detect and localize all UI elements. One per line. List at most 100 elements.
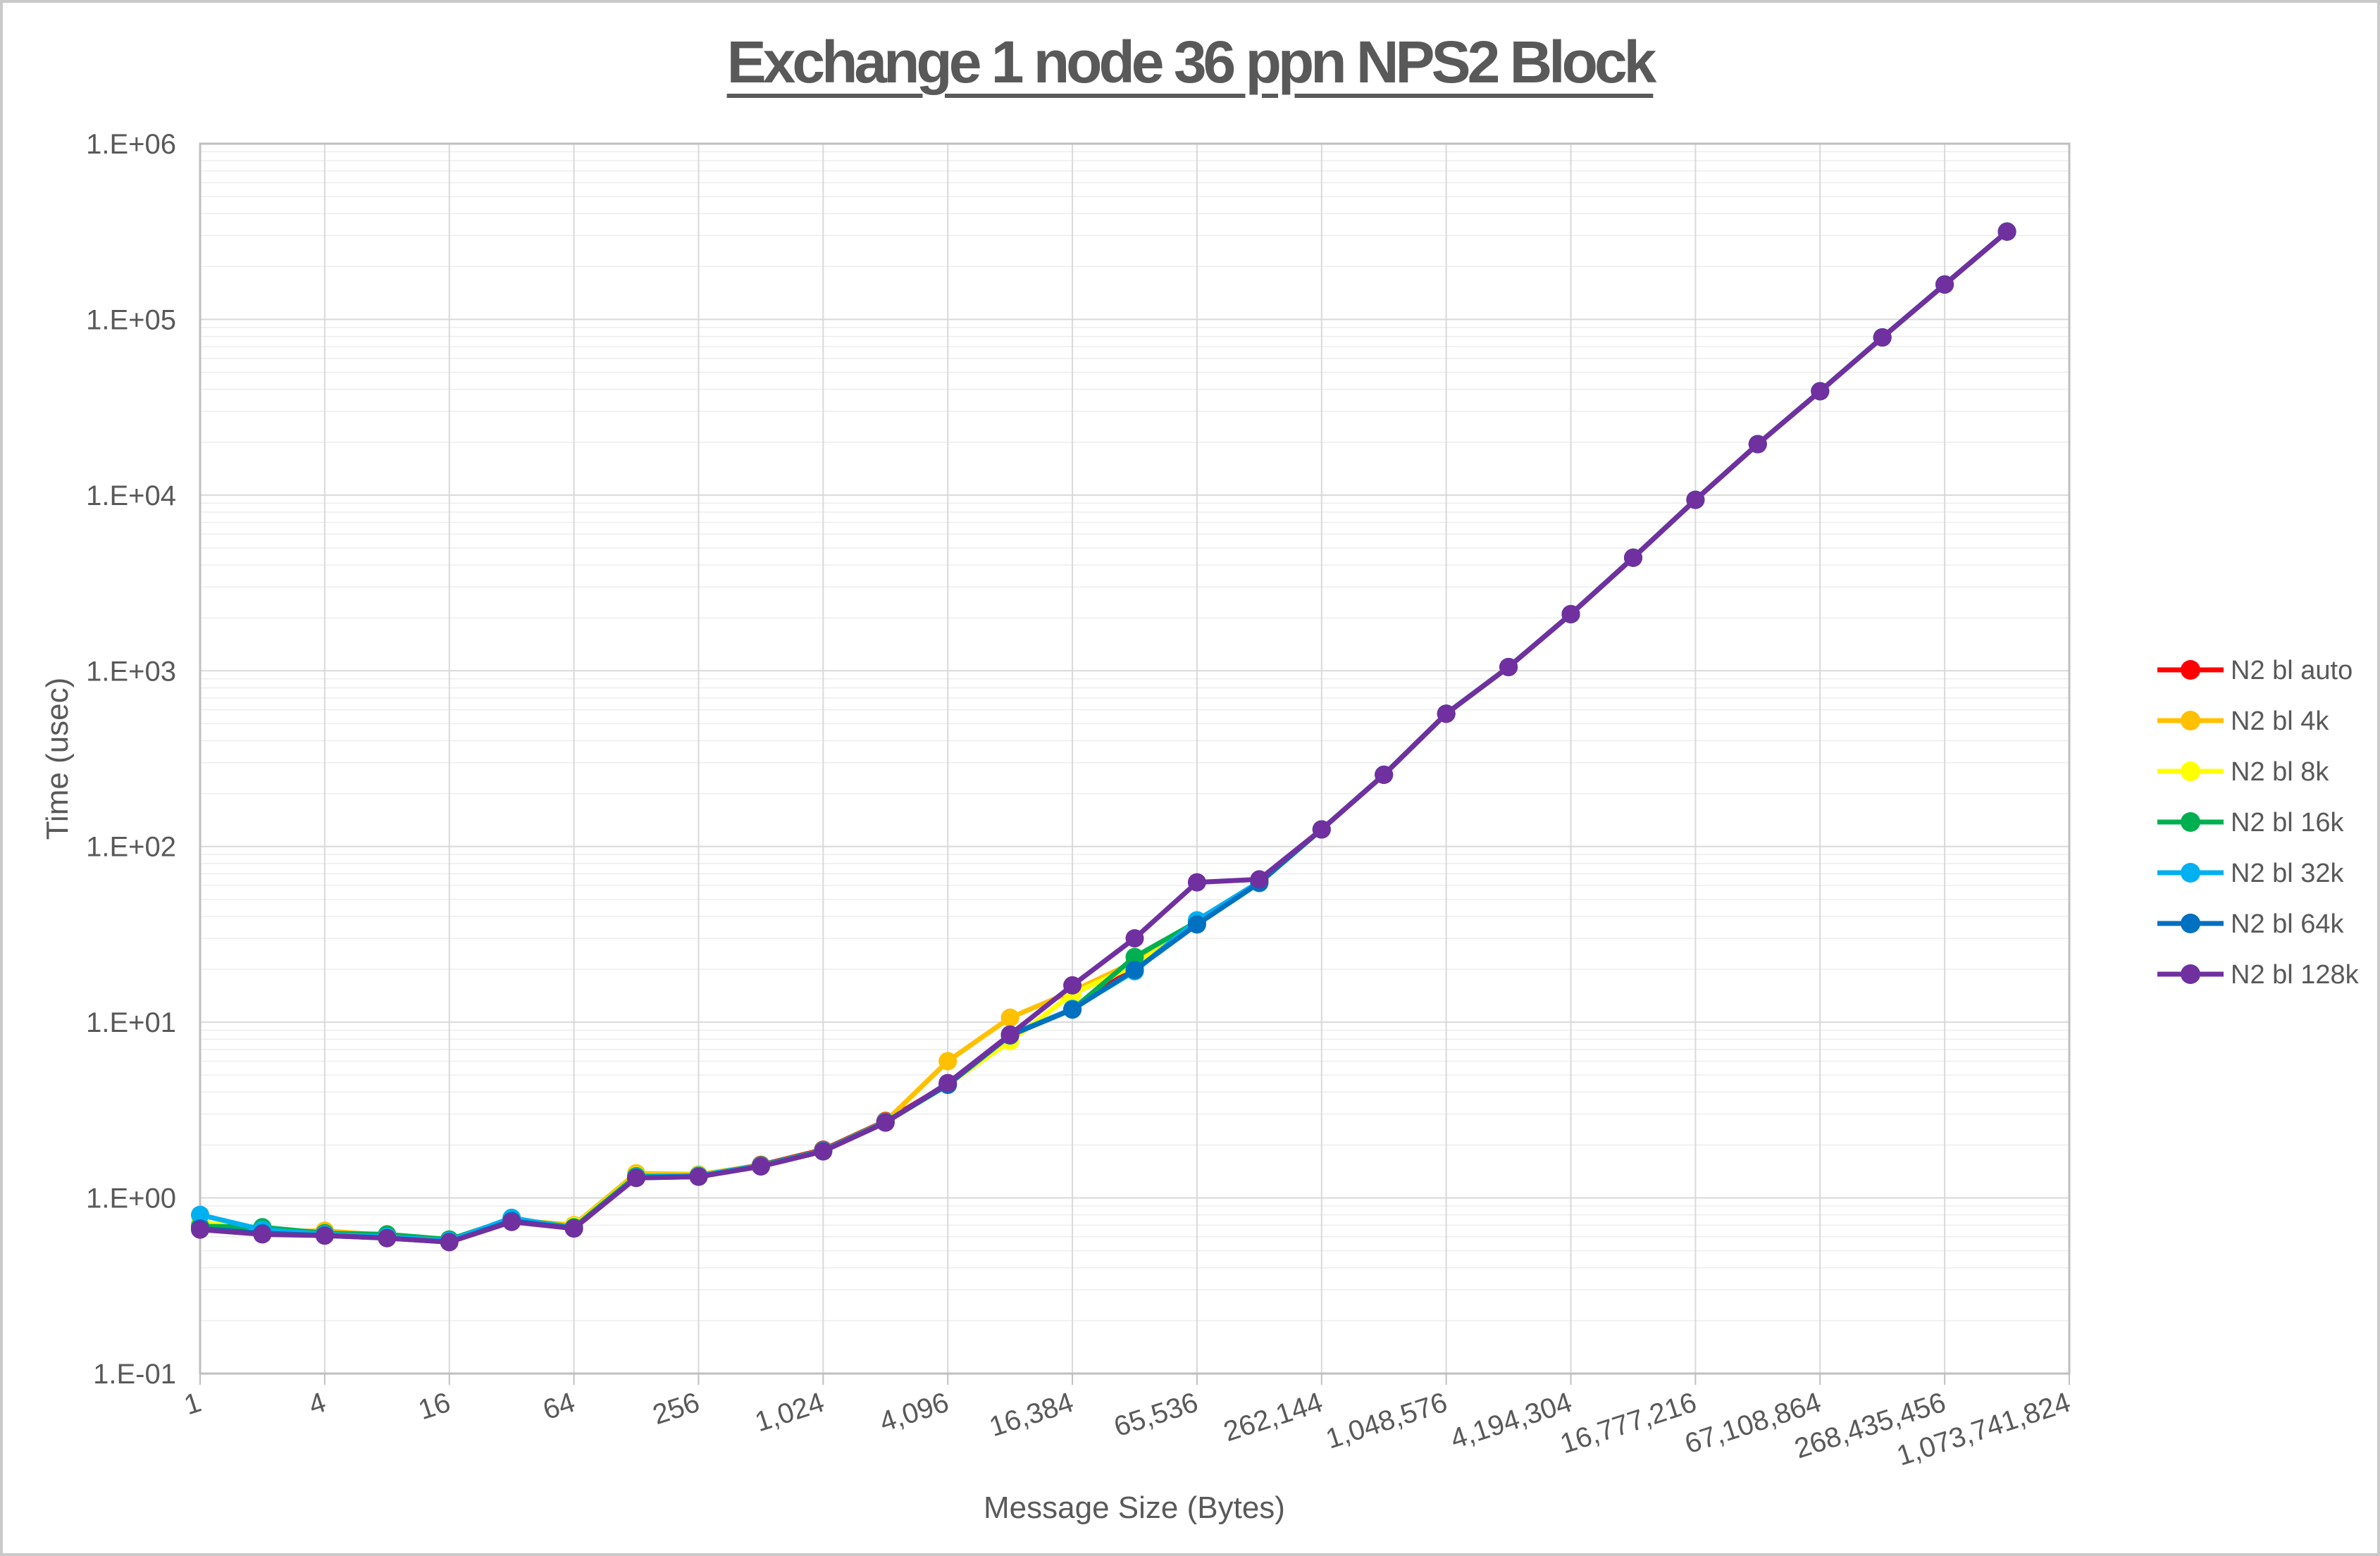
legend-label: N2 bl 32k — [2231, 859, 2345, 888]
legend-item-n2-bl-32k: N2 bl 32k — [2157, 859, 2345, 888]
data-point — [315, 1226, 334, 1245]
legend-marker-icon — [2181, 761, 2200, 781]
series-n2-bl-64k — [191, 222, 2016, 1252]
data-point — [1375, 765, 1394, 784]
legend-label: N2 bl 4k — [2231, 707, 2329, 736]
legend-marker-icon — [2181, 914, 2200, 933]
x-tick-label: 65,536 — [1110, 1387, 1202, 1443]
x-tick-label: 16,777,216 — [1556, 1387, 1700, 1460]
data-point — [1748, 435, 1767, 454]
series-n2-bl-128k — [191, 222, 2016, 1252]
x-tick-label-group: 256 — [649, 1387, 703, 1431]
data-point — [1624, 548, 1642, 567]
chart-title: Exchange 1 node 36 ppn NPS2 Block — [726, 29, 1657, 95]
minor-gridlines — [200, 151, 2069, 1321]
y-tick-label: 1.E+00 — [86, 1183, 176, 1214]
legend-marker-icon — [2181, 812, 2200, 832]
data-point — [1250, 870, 1269, 889]
x-tick-label-group: 65,536 — [1110, 1387, 1202, 1443]
data-point — [876, 1113, 895, 1132]
legend-marker-icon — [2181, 660, 2200, 680]
data-point — [253, 1225, 272, 1244]
legend-marker-icon — [2181, 863, 2200, 883]
x-tick-label-group: 1,048,576 — [1322, 1387, 1451, 1455]
x-tick-label: 1,024 — [751, 1387, 828, 1438]
data-point — [627, 1169, 645, 1188]
x-tick-label: 1 — [180, 1387, 205, 1421]
legend-label: N2 bl 8k — [2231, 757, 2329, 787]
y-tick-label: 1.E+02 — [86, 832, 176, 863]
x-tick-label: 16,384 — [986, 1387, 1077, 1443]
data-point — [938, 1073, 957, 1093]
x-tick-label-group: 16 — [415, 1387, 454, 1426]
series-n2-bl-32k — [191, 222, 2016, 1250]
data-point — [1437, 704, 1456, 723]
x-tick-label-group: 4,096 — [876, 1387, 953, 1438]
data-point — [1811, 382, 1830, 401]
data-point — [1187, 873, 1206, 892]
data-point — [564, 1219, 583, 1238]
data-point — [191, 1220, 209, 1239]
x-tick-label: 16 — [415, 1387, 454, 1426]
data-point — [1125, 947, 1144, 966]
x-tick-label: 4 — [305, 1387, 330, 1421]
y-tick-label: 1.E+04 — [86, 480, 176, 511]
data-point — [1935, 275, 1954, 294]
x-tick-label-group: 262,144 — [1220, 1387, 1326, 1448]
data-point — [1187, 915, 1206, 934]
x-tick-label: 262,144 — [1220, 1387, 1326, 1448]
legend-marker-icon — [2181, 711, 2200, 730]
data-point — [1000, 1025, 1019, 1044]
legend-item-n2-bl-auto: N2 bl auto — [2157, 656, 2353, 685]
legend-item-n2-bl-128k: N2 bl 128k — [2157, 960, 2360, 990]
legend-item-n2-bl-64k: N2 bl 64k — [2157, 909, 2345, 939]
y-tick-label: 1.E+06 — [86, 129, 176, 160]
plot-border — [199, 142, 2071, 1375]
data-point — [938, 1052, 957, 1071]
data-point — [1312, 820, 1331, 839]
series-n2-bl-auto — [191, 222, 2016, 1250]
x-tick-label-group: 4 — [305, 1387, 330, 1421]
data-point — [1063, 976, 1082, 995]
legend-marker-icon — [2181, 964, 2200, 984]
y-tick-label: 1.E+03 — [86, 656, 176, 687]
series-n2-bl-8k — [191, 222, 2016, 1250]
data-point — [378, 1228, 397, 1247]
series-line — [197, 229, 2010, 1243]
x-axis-title: Message Size (Bytes) — [984, 1490, 1285, 1525]
x-tick-label-group: 4,194,304 — [1446, 1387, 1575, 1455]
data-point — [191, 1205, 209, 1224]
x-tick-label-group: 1 — [180, 1387, 205, 1421]
x-tick-label-group: 1,024 — [751, 1387, 828, 1438]
data-point — [1561, 604, 1580, 623]
data-point — [1686, 490, 1705, 509]
x-tick-label: 64 — [539, 1387, 578, 1426]
major-gridlines — [200, 143, 2069, 1374]
x-axis-labels: 1 4 16 64 256 1,024 4,096 16,384 65,536 262,1441,… — [180, 1387, 2074, 1472]
data-point — [440, 1233, 459, 1252]
data-point — [689, 1167, 708, 1186]
legend-label: N2 bl 16k — [2231, 808, 2345, 838]
x-tick-label-group: 16,384 — [986, 1387, 1077, 1443]
series-line — [197, 229, 2010, 1243]
x-tick-label: 4,096 — [876, 1387, 953, 1438]
x-tick-marks — [199, 1374, 2070, 1385]
data-point — [1000, 1008, 1019, 1027]
data-point — [1873, 328, 1892, 347]
series-line — [197, 229, 2010, 1245]
vertical-gridlines — [199, 144, 2070, 1374]
legend-item-n2-bl-8k: N2 bl 8k — [2157, 757, 2329, 787]
y-tick-label: 1.E+01 — [86, 1007, 176, 1038]
y-axis-labels: 1.E-01 1.E+00 1.E+01 1.E+02 1.E+03 1.E+04 1.E+… — [86, 129, 176, 1390]
data-point — [1499, 658, 1518, 676]
legend: N2 bl auto N2 bl 4k N2 bl 8k N2 bl 16k N2 bl… — [2157, 656, 2360, 990]
series-line — [197, 229, 2010, 1243]
data-point — [502, 1212, 521, 1231]
x-tick-label: 1,048,576 — [1322, 1387, 1451, 1455]
legend-item-n2-bl-4k: N2 bl 4k — [2157, 707, 2329, 736]
legend-item-n2-bl-16k: N2 bl 16k — [2157, 808, 2345, 838]
x-tick-label-group: 64 — [539, 1387, 578, 1426]
series-line — [197, 229, 2010, 1243]
series-n2-bl-4k — [191, 222, 2016, 1250]
